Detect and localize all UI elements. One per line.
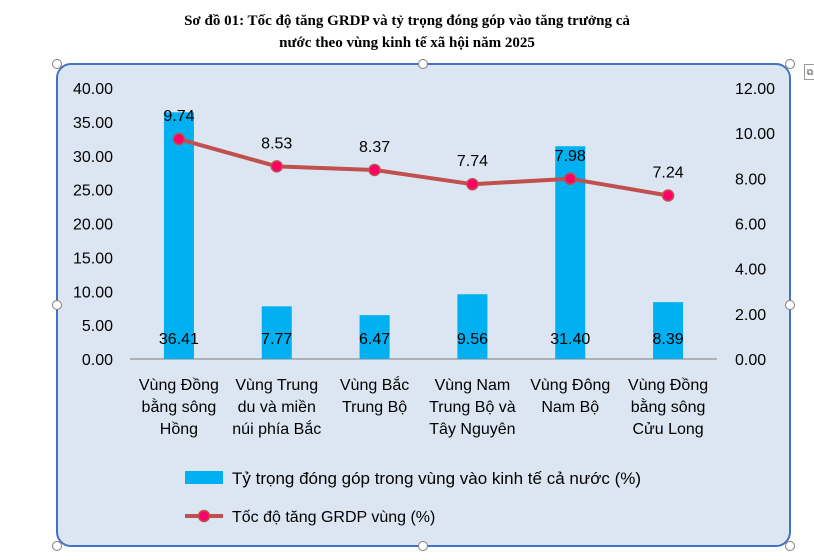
- line-point: [172, 132, 186, 146]
- bar: [261, 306, 292, 359]
- bar-data-label: 6.47: [359, 331, 390, 348]
- bar: [163, 112, 194, 359]
- line-data-label: 7.74: [457, 153, 488, 170]
- y-right-tick-label: 12.00: [735, 81, 775, 98]
- x-tick-label: Cửu Long: [632, 421, 703, 438]
- x-tick-label: bằng sông: [631, 397, 706, 416]
- bar: [359, 315, 390, 359]
- y-right-tick-label: 10.00: [735, 126, 775, 143]
- y-left-tick-label: 0.00: [82, 352, 113, 369]
- legend-bar-swatch: [185, 471, 223, 484]
- y-left-tick-label: 40.00: [73, 81, 113, 98]
- x-tick-label: núi phía Bắc: [232, 419, 321, 438]
- layout-options-icon[interactable]: ⧉: [804, 64, 814, 80]
- chart-title: Sơ đồ 01: Tốc độ tăng GRDP và tỷ trọng đ…: [0, 10, 814, 54]
- bar-data-label: 8.39: [653, 331, 684, 348]
- legend-bar-label: Tỷ trọng đóng góp trong vùng vào kinh tế…: [232, 469, 641, 488]
- line-point: [661, 189, 675, 202]
- line-data-label: 9.74: [163, 108, 194, 125]
- line-point: [564, 172, 577, 186]
- y-right-tick-label: 0.00: [735, 352, 766, 369]
- resize-handle[interactable]: [52, 300, 62, 310]
- y-left-tick-label: 15.00: [73, 250, 113, 267]
- y-left-tick-label: 25.00: [73, 183, 113, 200]
- resize-handle[interactable]: [418, 59, 428, 69]
- legend-line-label: Tốc độ tăng GRDP vùng (%): [232, 509, 435, 526]
- resize-handle[interactable]: [785, 59, 795, 69]
- y-right-tick-label: 2.00: [735, 307, 766, 324]
- bar-data-label: 31.40: [550, 331, 590, 348]
- resize-handle[interactable]: [52, 59, 62, 69]
- x-tick-label: Vùng Nam: [435, 377, 511, 394]
- x-tick-label: bằng sông: [142, 397, 217, 416]
- bar: [653, 302, 684, 359]
- x-tick-label: Vùng Đông: [530, 377, 610, 394]
- x-tick-label: Vùng Đồng: [628, 377, 708, 394]
- line-point: [270, 160, 283, 173]
- y-left-tick-label: 35.00: [73, 115, 113, 132]
- resize-handle[interactable]: [418, 541, 428, 551]
- x-tick-label: Nam Bộ: [541, 399, 599, 416]
- resize-handle[interactable]: [52, 541, 62, 551]
- line-point: [466, 177, 479, 191]
- x-tick-label: Vùng Trung: [235, 377, 318, 394]
- chart-title-line-2: nước theo vùng kinh tế xã hội năm 2025: [279, 35, 535, 51]
- line-point: [368, 163, 381, 177]
- line-data-label: 7.98: [555, 148, 586, 165]
- legend-line-marker: [197, 509, 211, 523]
- chart-title-line-1: Sơ đồ 01: Tốc độ tăng GRDP và tỷ trọng đ…: [184, 13, 630, 29]
- x-tick-label: Tây Nguyên: [429, 421, 515, 438]
- y-left-tick-label: 20.00: [73, 217, 113, 234]
- resize-handle[interactable]: [785, 541, 795, 551]
- x-tick-label: Vùng Bắc: [340, 375, 409, 394]
- x-tick-label: du và miền: [238, 399, 316, 416]
- line-data-label: 8.53: [261, 135, 292, 152]
- bar-data-label: 36.41: [159, 331, 199, 348]
- x-tick-label: Vùng Đồng: [139, 377, 219, 394]
- x-tick-label: Trung Bộ: [342, 399, 407, 416]
- bar: [457, 294, 488, 359]
- line-data-label: 7.24: [653, 164, 684, 181]
- x-tick-label: Trung Bộ và: [429, 399, 516, 416]
- y-right-tick-label: 6.00: [735, 217, 766, 234]
- resize-handle[interactable]: [785, 300, 795, 310]
- bar-data-label: 9.56: [457, 331, 488, 348]
- growth-line: [178, 137, 669, 198]
- y-left-tick-label: 30.00: [73, 149, 113, 166]
- line-data-label: 8.37: [359, 139, 390, 156]
- bar-data-label: 7.77: [261, 331, 292, 348]
- y-right-tick-label: 4.00: [735, 262, 766, 279]
- y-right-tick-label: 8.00: [735, 171, 766, 188]
- x-tick-label: Hồng: [160, 421, 198, 438]
- y-left-tick-label: 10.00: [73, 284, 113, 301]
- y-left-tick-label: 5.00: [82, 318, 113, 335]
